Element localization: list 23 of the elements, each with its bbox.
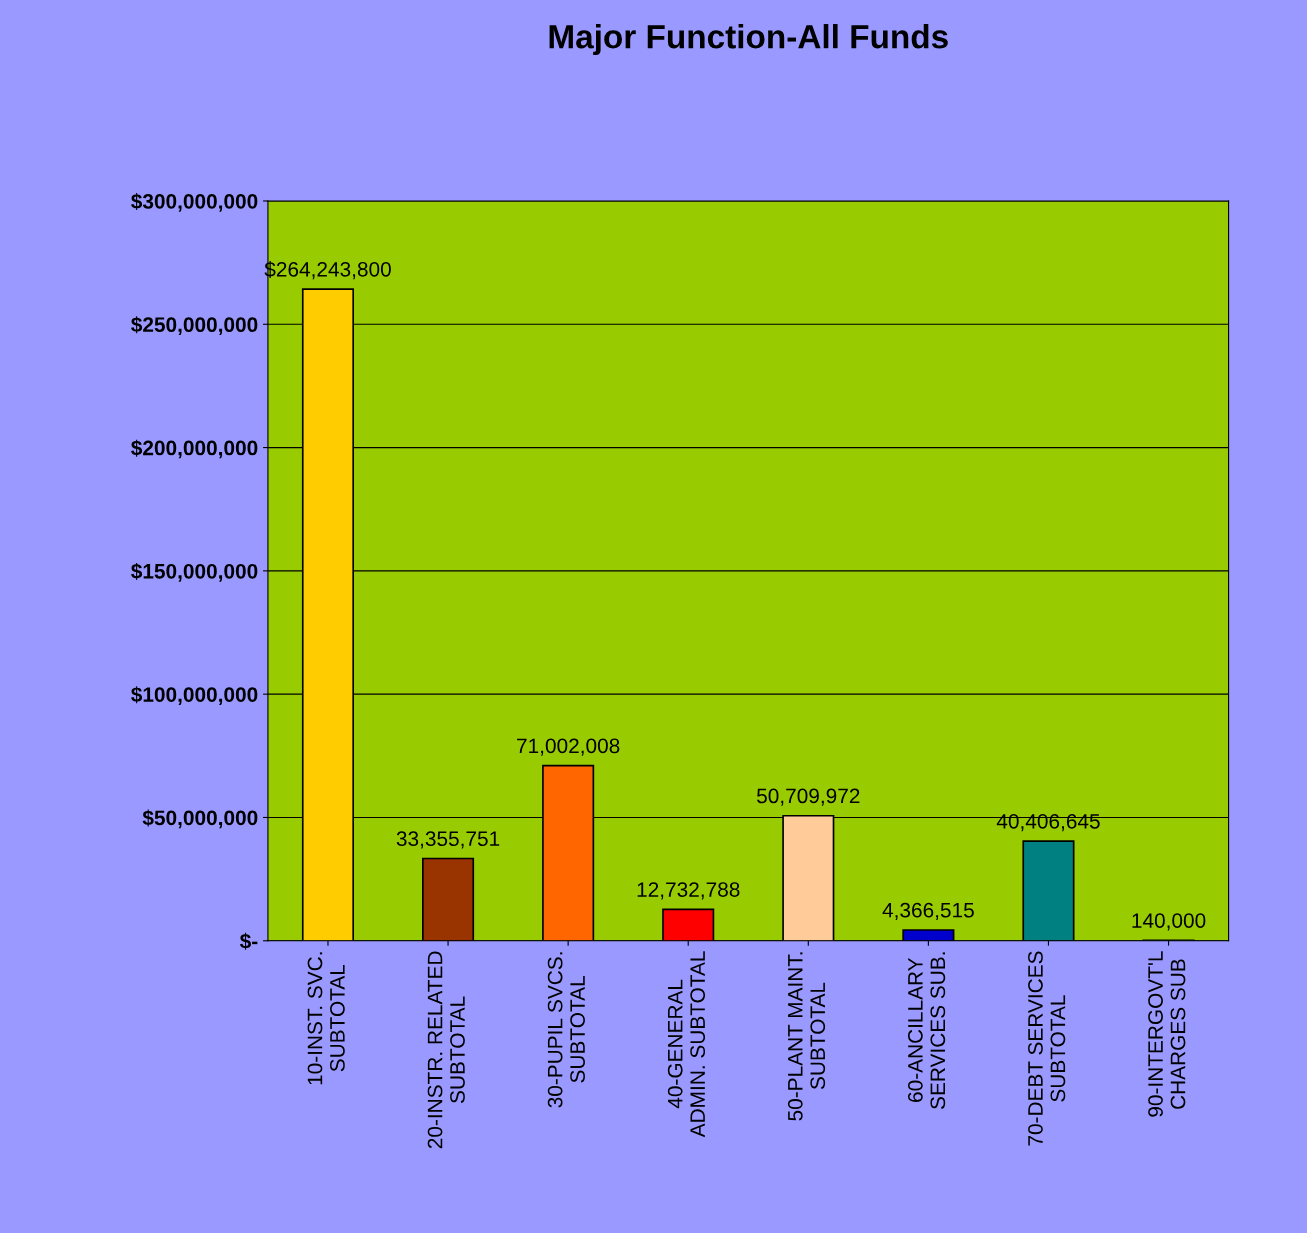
y-tick-label: $150,000,000 [131,562,258,582]
x-tick-label: 70-DEBT SERVICES SUBTOTAL [1028,951,1066,1146]
data-label: 50,709,972 [757,788,860,806]
data-label: 4,366,515 [882,902,974,921]
data-label: 40,406,645 [996,813,1100,832]
x-tick-label: 10-INST. SVC. SUBTOTAL [307,952,345,1085]
data-label: 140,000 [1132,913,1206,931]
x-tick-label: 50-PLANT MAINT. SUBTOTAL [787,952,826,1121]
y-tick-label: $- [239,932,258,950]
x-tick-label: 90-INTERGOVT'L CHARGES SUB [1148,951,1186,1117]
x-tick-label: 60-ANCILLARY SERVICES SUB. [908,952,946,1109]
data-label: 33,355,751 [396,831,500,849]
data-label: 71,002,008 [517,738,620,756]
data-label: 12,732,788 [637,882,740,900]
y-tick-label: $100,000,000 [131,686,258,705]
chart-title: Major Function-All Funds [549,24,948,56]
y-tick-label: $300,000,000 [131,193,258,212]
x-tick-label: 20-INSTR. RELATED SUBTOTAL [427,951,465,1149]
y-tick-label: $50,000,000 [142,809,258,829]
y-tick-label: $250,000,000 [131,316,258,336]
x-tick-label: 30-PUPIL SVCS. SUBTOTAL [547,952,585,1108]
x-tick-label: 40-GENERAL ADMIN. SUBTOTAL [667,951,706,1138]
y-tick-label: $200,000,000 [131,439,258,459]
